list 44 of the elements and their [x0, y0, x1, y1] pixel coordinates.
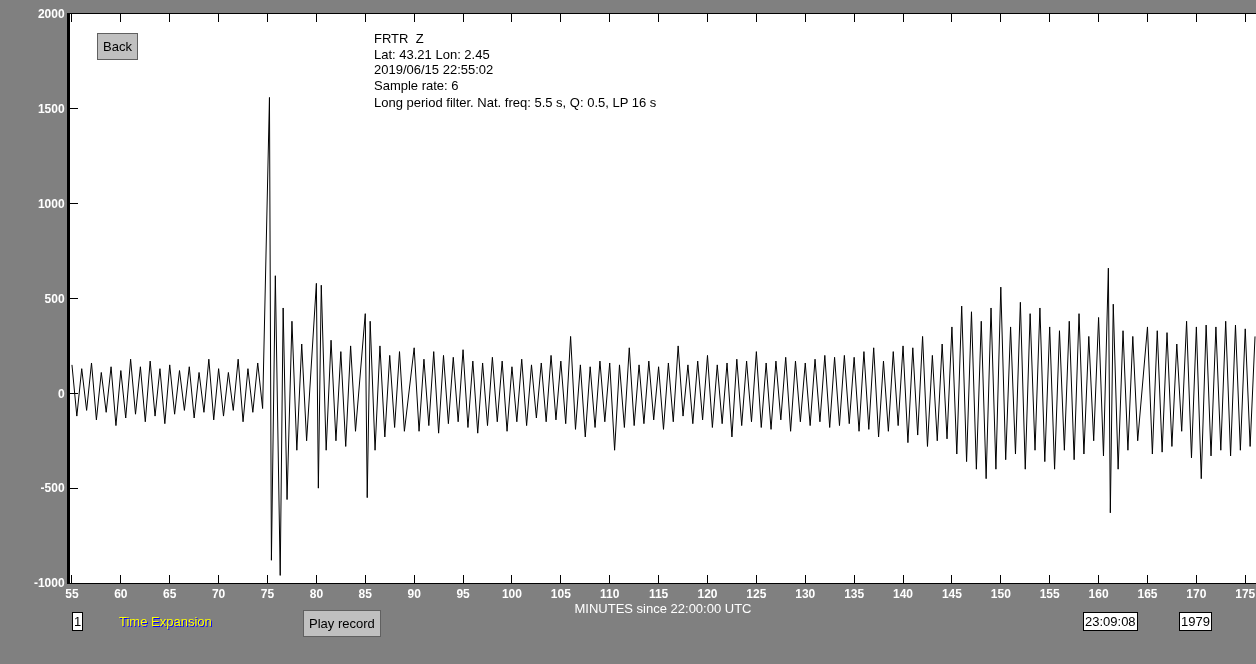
y-tick-label: 1500: [37, 102, 65, 117]
x-tick-label: 175: [1235, 587, 1256, 602]
x-tick-label: 95: [456, 587, 471, 602]
x-tick-label: 115: [648, 587, 669, 602]
annotation: Lat: 43.21 Lon: 2.45: [374, 47, 490, 62]
x-tick-label: 145: [941, 587, 963, 602]
x-tick-label: 70: [211, 587, 226, 602]
x-tick-label: 55: [65, 587, 79, 602]
x-tick-label: 160: [1088, 587, 1109, 602]
x-tick-label: 80: [309, 587, 324, 602]
x-tick-label: 165: [1137, 587, 1158, 602]
y-tick-label: 500: [44, 291, 65, 306]
annotation: 2019/06/15 22:55:02: [374, 62, 494, 77]
x-tick-label: 120: [697, 587, 718, 602]
y-tick-label: 2000: [37, 7, 65, 22]
x-tick-label: 65: [163, 587, 177, 602]
x-tick-label: 140: [893, 587, 914, 602]
x-tick-label: 75: [260, 587, 275, 602]
x-tick-label: 125: [746, 587, 767, 602]
annotation: Sample rate: 6: [374, 78, 459, 93]
x-tick-label: 130: [795, 587, 816, 602]
text: Play record: [309, 616, 375, 631]
x-tick-label: 150: [990, 587, 1012, 602]
text: 1979: [1181, 614, 1210, 629]
x-tick-label: 100: [501, 587, 523, 602]
y-tick-label: 0: [57, 386, 65, 401]
x-tick-label: 60: [114, 587, 128, 602]
x-tick-label: 85: [358, 587, 373, 602]
x-tick-label: 90: [407, 587, 422, 602]
x-axis-title: MINUTES since 22:00:00 UTC: [574, 601, 752, 617]
text: 1: [74, 614, 82, 629]
annotation: FRTR Z: [374, 31, 424, 46]
text: 23:09:08: [1085, 614, 1136, 629]
x-tick-label: 110: [600, 587, 620, 602]
y-tick-label: -500: [40, 481, 65, 496]
y-tick-label: 1000: [37, 196, 65, 211]
y-tick-label: -1000: [33, 576, 65, 591]
annotation: Long period filter. Nat. freq: 5.5 s, Q: 0.5, LP 16 s: [374, 95, 657, 110]
x-tick-label: 170: [1186, 587, 1207, 602]
x-tick-label: 105: [550, 587, 572, 602]
annotation: Back: [103, 39, 133, 54]
text: Time Expansion: [119, 614, 212, 629]
x-tick-label: 155: [1039, 587, 1061, 602]
x-tick-label: 135: [844, 587, 865, 602]
